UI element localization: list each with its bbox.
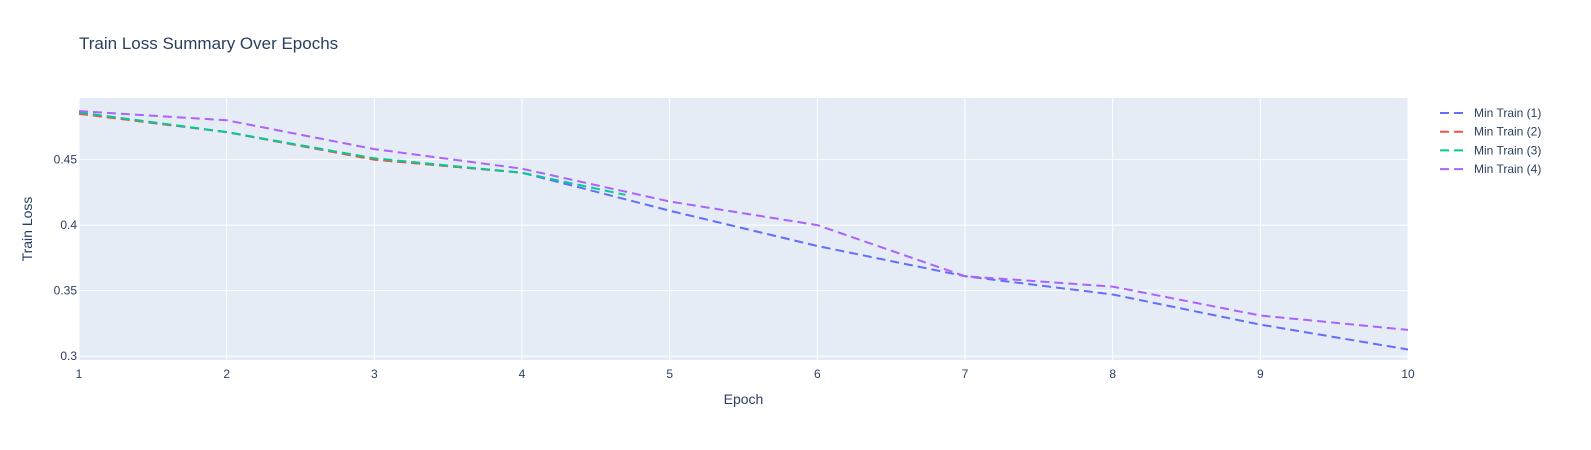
legend-label: Min Train (3) (1474, 143, 1541, 157)
y-tick-label: 0.35 (54, 284, 78, 298)
x-tick-label: 7 (962, 367, 969, 381)
legend-item-1[interactable]: Min Train (1) (1440, 106, 1541, 120)
legend[interactable]: Min Train (1) Min Train (2) Min Train (3) M… (1440, 106, 1541, 176)
series-line-4 (78, 110, 1409, 331)
y-tick-label: 0.4 (60, 218, 77, 232)
x-tick-label: 2 (223, 367, 230, 381)
series-line-1 (78, 112, 1409, 351)
x-tick-label: 3 (371, 367, 378, 381)
y-axis-label: Train Loss (19, 197, 35, 262)
x-tick-label: 10 (1401, 367, 1415, 381)
x-axis-label: Epoch (724, 391, 764, 407)
x-tick-label: 9 (1257, 367, 1264, 381)
y-tick-label: 0.3 (60, 349, 77, 363)
chart-title: Train Loss Summary Over Epochs (79, 34, 338, 53)
legend-item-4[interactable]: Min Train (4) (1440, 162, 1541, 176)
series-lines (78, 110, 1409, 351)
legend-item-3[interactable]: Min Train (3) (1440, 143, 1541, 157)
grid-lines (78, 98, 1409, 360)
y-tick-label: 0.45 (54, 153, 78, 167)
legend-label: Min Train (4) (1474, 162, 1541, 176)
x-tick-label: 8 (1109, 367, 1116, 381)
axis-ticks: 1 2 3 4 5 6 7 8 9 10 0.3 0.35 0.4 0.45 (54, 153, 1415, 381)
x-tick-label: 1 (76, 367, 83, 381)
legend-label: Min Train (2) (1474, 125, 1541, 139)
x-tick-label: 5 (666, 367, 673, 381)
series-line-3 (78, 111, 626, 196)
legend-label: Min Train (1) (1474, 106, 1541, 120)
legend-item-2[interactable]: Min Train (2) (1440, 125, 1541, 139)
x-tick-label: 6 (814, 367, 821, 381)
x-tick-label: 4 (519, 367, 526, 381)
